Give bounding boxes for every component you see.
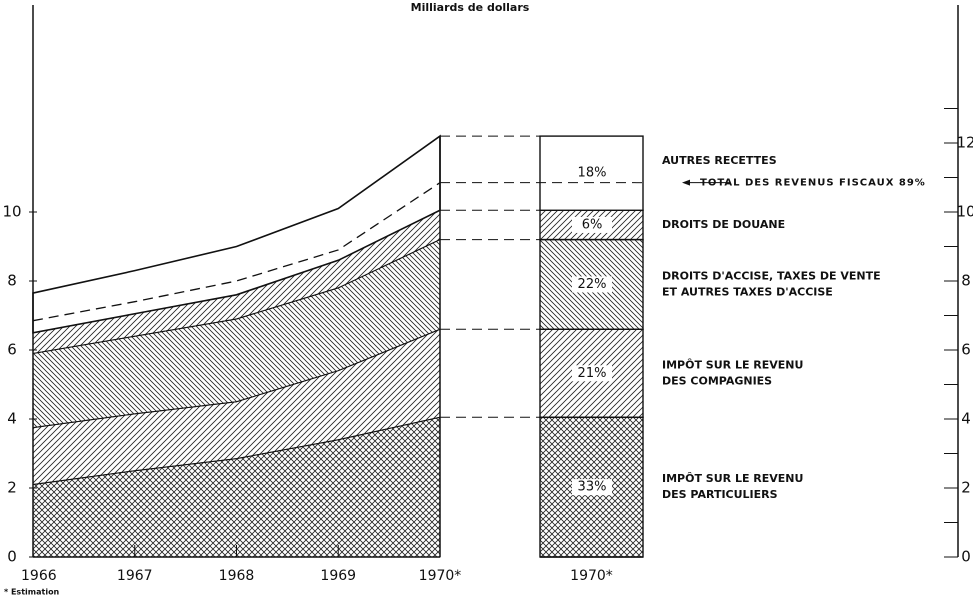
label-bg xyxy=(572,165,612,182)
chart-title: Milliards de dollars xyxy=(411,1,530,14)
y2-tick-label: 12 xyxy=(956,134,973,152)
series-label: ET AUTRES TAXES D'ACCISE xyxy=(662,285,833,298)
series-label: IMPÔT SUR LE REVENU xyxy=(662,472,803,485)
series-label: AUTRES RECETTES xyxy=(662,154,777,167)
label-bg xyxy=(572,276,612,293)
y2-tick-label: 10 xyxy=(956,203,973,221)
arrow-head xyxy=(682,179,690,186)
y-tick-label: 8 xyxy=(7,272,17,290)
y-tick-label: 2 xyxy=(7,479,17,497)
x-tick-label: 1967 xyxy=(117,568,153,584)
y-tick-label: 4 xyxy=(7,410,17,428)
series-label: DROITS D'ACCISE, TAXES DE VENTE xyxy=(662,269,881,282)
label-bg xyxy=(572,216,612,233)
series-label: IMPÔT SUR LE REVENU xyxy=(662,358,803,371)
y-tick-label: 0 xyxy=(7,548,17,566)
bar-label: 6% xyxy=(582,217,603,232)
series-label: DES PARTICULIERS xyxy=(662,488,778,501)
footnote: * Estimation xyxy=(4,588,60,597)
x-tick-label: 1968 xyxy=(219,568,255,584)
x-tick-label: 1966 xyxy=(21,568,57,584)
total-line xyxy=(32,182,441,322)
y2-tick-label: 6 xyxy=(961,341,971,359)
x-tick-label: 1970* xyxy=(419,568,462,584)
series-label: DES COMPAGNIES xyxy=(662,374,772,387)
y2-tick-label: 2 xyxy=(961,479,971,497)
total-label: TOTAL DES REVENUS FISCAUX 89% xyxy=(700,178,926,189)
series-label: DROITS DE DOUANE xyxy=(662,218,785,231)
y-tick-label: 6 xyxy=(7,341,17,359)
label-bg xyxy=(572,479,612,496)
y2-tick-label: 8 xyxy=(961,272,971,290)
y-tick-label: 10 xyxy=(2,203,21,221)
bar-label: 33% xyxy=(578,480,607,495)
bar-label: 21% xyxy=(578,366,607,381)
label-bg xyxy=(572,365,612,382)
x-tick-label: 1970* xyxy=(570,568,613,584)
y2-tick-label: 4 xyxy=(961,410,971,428)
bar-label: 22% xyxy=(578,277,607,292)
y2-tick-label: 0 xyxy=(961,548,971,566)
bar-label: 18% xyxy=(578,166,607,181)
x-tick-label: 1969 xyxy=(320,568,356,584)
